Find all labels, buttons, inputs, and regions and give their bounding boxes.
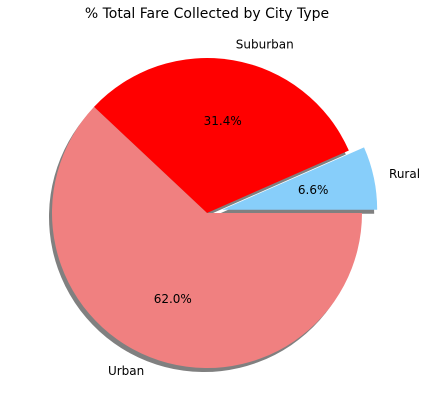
slice-layer: [51, 57, 378, 368]
label-layer: Rural 6.6% Suburban 31.4% Urban 62.0%: [108, 37, 420, 378]
pct-label-rural: 6.6%: [298, 183, 329, 197]
pie-slice-rural: [222, 147, 378, 210]
slice-label-urban: Urban: [108, 364, 144, 378]
pie-slice-urban: [51, 106, 363, 368]
pct-label-urban: 62.0%: [154, 292, 192, 306]
pie-slice-suburban: [94, 57, 349, 214]
pct-label-suburban: 31.4%: [204, 114, 242, 128]
slice-label-rural: Rural: [389, 167, 420, 181]
slice-label-suburban: Suburban: [236, 37, 294, 51]
chart-title: % Total Fare Collected by City Type: [85, 6, 329, 22]
